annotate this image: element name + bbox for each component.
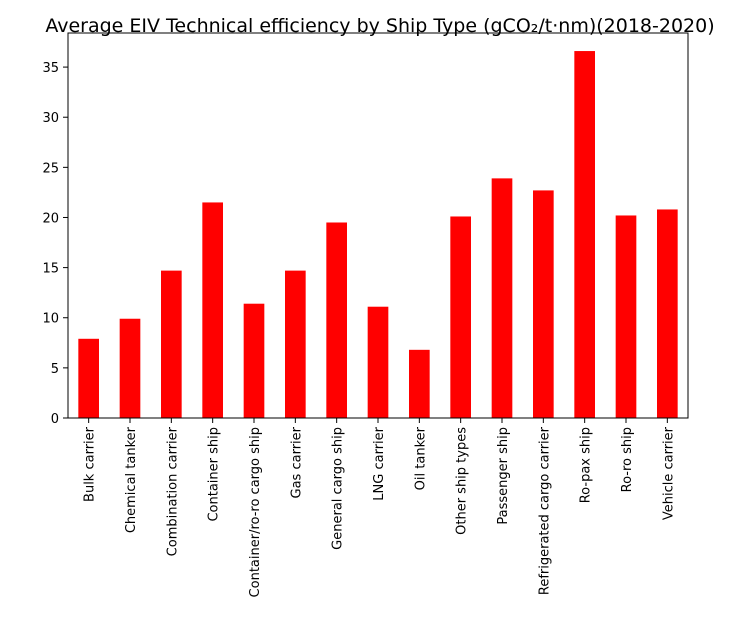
bars-group bbox=[78, 51, 678, 418]
bar bbox=[491, 178, 513, 418]
x-tick-label: Container/ro-ro cargo ship bbox=[248, 427, 263, 597]
bar bbox=[202, 202, 223, 418]
x-tick-label: General cargo ship bbox=[331, 427, 346, 550]
y-tick-label: 0 bbox=[51, 412, 59, 427]
x-tick-label: Combination carrier bbox=[165, 426, 180, 556]
bar bbox=[78, 338, 99, 418]
x-tick-label: LNG carrier bbox=[372, 426, 387, 500]
x-tick-label: Ro-ro ship bbox=[620, 427, 635, 492]
y-tick-label: 25 bbox=[42, 161, 59, 176]
x-tick-label: Vehicle carrier bbox=[661, 426, 676, 520]
x-tick-label: Refrigerated cargo carrier bbox=[537, 426, 552, 595]
bar bbox=[161, 270, 182, 418]
bar bbox=[367, 306, 389, 418]
y-tick-label: 35 bbox=[42, 61, 59, 76]
bar bbox=[533, 190, 554, 418]
x-tick-label: Bulk carrier bbox=[83, 426, 98, 502]
x-tick-label: Container ship bbox=[207, 427, 222, 522]
x-tick-label: Other ship types bbox=[455, 427, 470, 535]
plot-frame bbox=[67, 32, 689, 419]
y-tick-label: 15 bbox=[42, 262, 59, 277]
y-axis: 0 5 10 15 20 25 30 35 bbox=[42, 61, 68, 427]
bar bbox=[409, 349, 430, 418]
chart-title: Average EIV Technical efficiency by Ship… bbox=[45, 15, 714, 37]
y-tick-label: 10 bbox=[42, 312, 59, 327]
y-tick-label: 30 bbox=[42, 111, 59, 126]
x-tick-label: Passenger ship bbox=[496, 427, 511, 525]
bar bbox=[326, 222, 347, 418]
bar bbox=[285, 270, 306, 418]
bar bbox=[450, 216, 471, 418]
x-axis: Bulk carrier Chemical tanker Combination c… bbox=[83, 418, 676, 597]
bar bbox=[615, 215, 637, 418]
x-tick-label: Gas carrier bbox=[289, 426, 304, 498]
bar bbox=[119, 318, 141, 418]
bar bbox=[574, 51, 595, 418]
x-tick-label: Ro-pax ship bbox=[579, 427, 594, 503]
bar bbox=[243, 303, 265, 418]
x-tick-label: Chemical tanker bbox=[124, 426, 139, 533]
bar bbox=[657, 209, 678, 418]
y-tick-label: 5 bbox=[51, 362, 59, 377]
y-tick-label: 20 bbox=[42, 211, 59, 226]
x-tick-label: Oil tanker bbox=[413, 426, 428, 490]
